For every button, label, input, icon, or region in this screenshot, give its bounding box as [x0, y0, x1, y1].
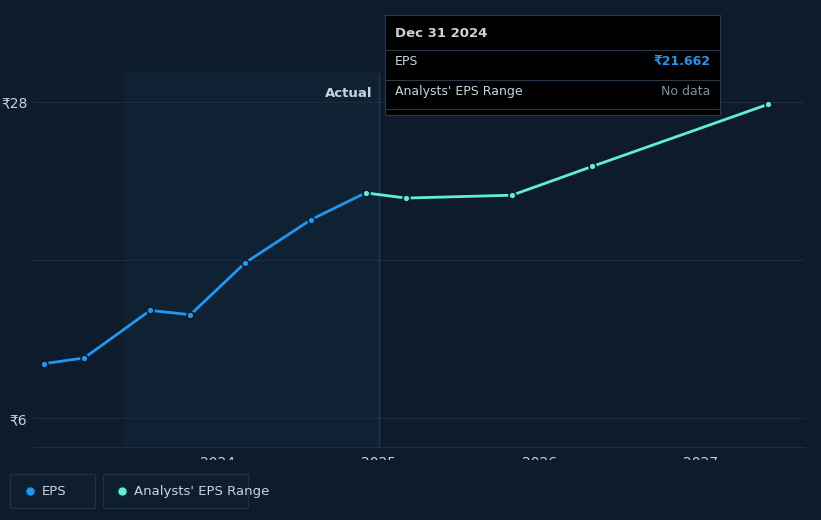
Text: ₹21.662: ₹21.662: [653, 55, 710, 68]
FancyBboxPatch shape: [103, 474, 248, 508]
Text: Actual: Actual: [324, 87, 372, 100]
Text: Analysts Forecasts: Analysts Forecasts: [385, 87, 509, 100]
Text: EPS: EPS: [395, 55, 419, 68]
Text: Dec 31 2024: Dec 31 2024: [395, 27, 488, 40]
FancyBboxPatch shape: [10, 474, 95, 508]
Text: EPS: EPS: [42, 485, 67, 498]
Text: Analysts' EPS Range: Analysts' EPS Range: [395, 85, 523, 98]
Bar: [125, 73, 378, 447]
Text: Analysts' EPS Range: Analysts' EPS Range: [134, 485, 269, 498]
Text: No data: No data: [661, 85, 710, 98]
